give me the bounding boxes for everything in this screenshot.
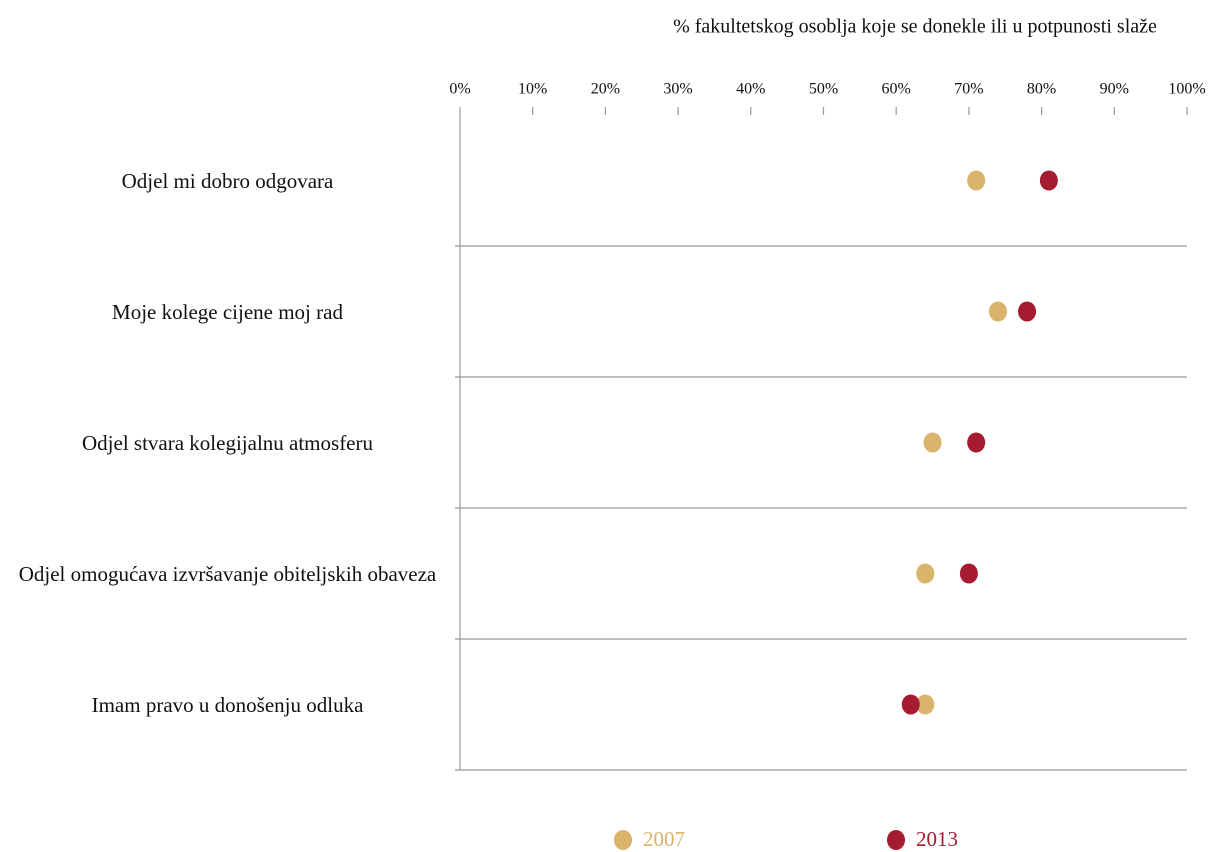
x-tick-label: 100% bbox=[1168, 81, 1205, 98]
category-label-box: Imam pravo u donošenju odluka bbox=[91, 692, 364, 717]
category-label: Imam pravo u donošenju odluka bbox=[91, 692, 364, 717]
dot bbox=[916, 694, 935, 715]
dot bbox=[923, 432, 942, 453]
x-tick-label: 40% bbox=[736, 81, 765, 98]
category-label-box: Moje kolege cijene moj rad bbox=[112, 299, 343, 324]
dot bbox=[1039, 170, 1058, 191]
chart-title: % fakultetskog osoblja koje se donekle i… bbox=[673, 16, 1157, 38]
x-tick-label: 20% bbox=[591, 81, 620, 98]
legend-label: 2013 bbox=[916, 827, 958, 851]
dot bbox=[967, 170, 986, 191]
legend-swatch bbox=[614, 830, 632, 850]
x-tick-label: 30% bbox=[663, 81, 692, 98]
x-tick-label: 80% bbox=[1027, 81, 1056, 98]
x-tick-label: 0% bbox=[449, 81, 470, 98]
dot bbox=[988, 301, 1007, 322]
x-tick-label: 60% bbox=[882, 81, 911, 98]
x-tick-label: 10% bbox=[518, 81, 547, 98]
dot bbox=[916, 563, 935, 584]
dot bbox=[1018, 301, 1037, 322]
category-label: Odjel mi dobro odgovara bbox=[121, 168, 334, 193]
category-label-box: Odjel stvara kolegijalnu atmosferu bbox=[82, 430, 373, 455]
x-tick-label: 90% bbox=[1100, 81, 1129, 98]
legend-label: 2007 bbox=[643, 827, 685, 851]
category-label: Odjel stvara kolegijalnu atmosferu bbox=[82, 430, 373, 455]
dot bbox=[967, 432, 986, 453]
x-tick-label: 70% bbox=[954, 81, 983, 98]
category-label: Moje kolege cijene moj rad bbox=[112, 299, 343, 324]
legend-swatch bbox=[887, 830, 905, 850]
category-label-box: Odjel mi dobro odgovara bbox=[121, 168, 334, 193]
dot bbox=[901, 694, 920, 715]
category-label-box: Odjel omogućava izvršavanje obiteljskih … bbox=[18, 561, 437, 586]
x-tick-label: 50% bbox=[809, 81, 838, 98]
category-label: Odjel omogućava izvršavanje obiteljskih … bbox=[18, 561, 437, 586]
dot bbox=[959, 563, 978, 584]
